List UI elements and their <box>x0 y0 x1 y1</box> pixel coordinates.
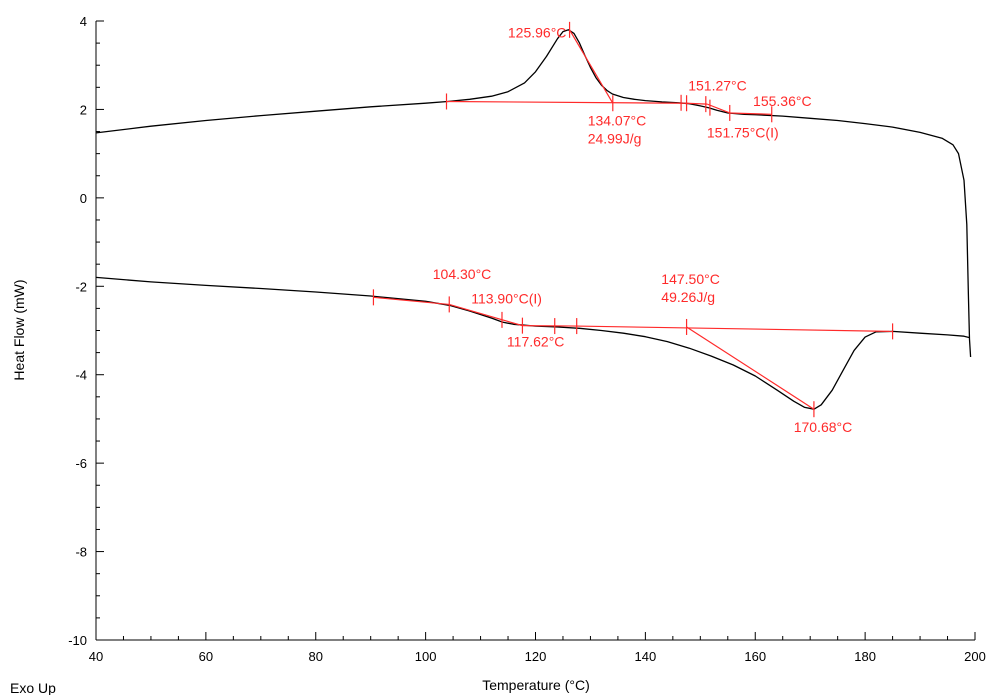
annotation-label: 104.30°C <box>433 266 492 282</box>
analysis-line <box>687 327 814 409</box>
y-tick-label: 2 <box>80 102 87 117</box>
analysis-line <box>570 30 613 103</box>
analysis-line <box>373 297 449 304</box>
annotation-label: 113.90°C(I) <box>471 291 542 307</box>
y-tick-label: 0 <box>80 191 87 206</box>
x-tick-label: 100 <box>415 649 437 664</box>
x-tick-label: 180 <box>854 649 876 664</box>
x-tick-label: 120 <box>525 649 547 664</box>
x-tick-label: 140 <box>635 649 657 664</box>
annotation-line: 147.50°C <box>661 271 720 287</box>
y-tick-label: -8 <box>75 545 87 560</box>
x-tick-label: 80 <box>309 649 323 664</box>
annotation-line: 155.36°C <box>753 93 812 109</box>
y-axis-title: Heat Flow (mW) <box>11 279 27 380</box>
analysis-line <box>449 304 522 325</box>
annotations: 125.96°C 134.07°C 24.99J/g 151.27°C 155.36°C… <box>433 24 852 435</box>
annotation-line: 104.30°C <box>433 266 492 282</box>
curves <box>96 30 971 409</box>
annotation-label: 117.62°C <box>507 333 565 349</box>
annotation-label: 125.96°C <box>508 24 567 40</box>
heat-flow-curve-1 <box>96 30 971 357</box>
y-tick-label: -6 <box>75 456 87 471</box>
annotation-line: 49.26J/g <box>661 289 715 305</box>
annotation-line: 134.07°C <box>588 112 647 128</box>
annotation-line: 170.68°C <box>794 419 853 435</box>
analysis-overlay <box>373 22 892 417</box>
analysis-line <box>447 101 687 103</box>
analysis-line <box>577 326 893 331</box>
y-tick-label: -2 <box>75 279 87 294</box>
x-tick-label: 40 <box>89 649 103 664</box>
annotation-label: 134.07°C 24.99J/g <box>588 112 647 146</box>
annotation-line: 125.96°C <box>508 24 567 40</box>
annotation-line: 151.27°C <box>688 77 747 93</box>
y-tick-label: 4 <box>80 14 87 29</box>
annotation-line: 113.90°C(I) <box>471 291 542 307</box>
y-tick-label: -10 <box>68 633 87 648</box>
exo-up-label: Exo Up <box>10 680 56 695</box>
annotation-line: 24.99J/g <box>588 130 642 146</box>
annotation-line: 117.62°C <box>507 333 565 349</box>
annotation-label: 151.75°C(I) <box>707 125 779 141</box>
annotation-label: 151.27°C <box>688 77 747 93</box>
annotation-label: 147.50°C 49.26J/g <box>661 271 720 305</box>
y-tick-label: -4 <box>75 368 87 383</box>
x-axis-title: Temperature (°C) <box>482 677 590 693</box>
x-tick-label: 200 <box>964 649 986 664</box>
annotation-line: 151.75°C(I) <box>707 125 779 141</box>
annotation-label: 170.68°C <box>794 419 853 435</box>
x-tick-label: 60 <box>199 649 213 664</box>
x-tick-label: 160 <box>744 649 766 664</box>
annotation-label: 155.36°C <box>753 93 812 109</box>
